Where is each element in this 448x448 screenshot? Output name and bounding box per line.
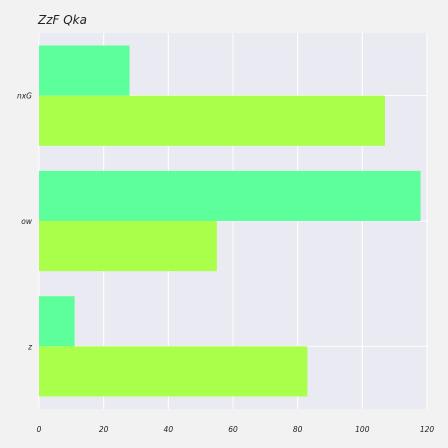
x-axis-tick-labels: 0 20 40 60 80 100 120	[37, 425, 435, 434]
x-tick-label-1: 20	[99, 425, 109, 434]
bars	[39, 45, 421, 397]
x-tick-label-4: 80	[293, 425, 303, 434]
x-tick-label-6: 120	[420, 425, 435, 434]
bar-nxG-series-1	[39, 45, 130, 96]
bar-z-series-2	[39, 346, 308, 397]
x-tick-label-0: 0	[37, 425, 42, 434]
y-axis-tick-labels: nxG ow z	[17, 92, 33, 352]
x-tick-label-3: 60	[228, 425, 238, 434]
bar-ow-series-1	[39, 170, 421, 221]
bar-ow-series-2	[39, 221, 217, 272]
y-tick-label-nxG: nxG	[17, 92, 32, 101]
x-tick-label-5: 100	[355, 425, 370, 434]
y-tick-label-ow: ow	[21, 217, 33, 226]
chart-title: ZzF Qka	[37, 13, 87, 27]
bar-nxG-series-2	[39, 95, 385, 146]
bar-z-series-1	[39, 296, 75, 347]
y-tick-label-z: z	[27, 342, 33, 351]
x-tick-label-2: 40	[164, 425, 174, 434]
